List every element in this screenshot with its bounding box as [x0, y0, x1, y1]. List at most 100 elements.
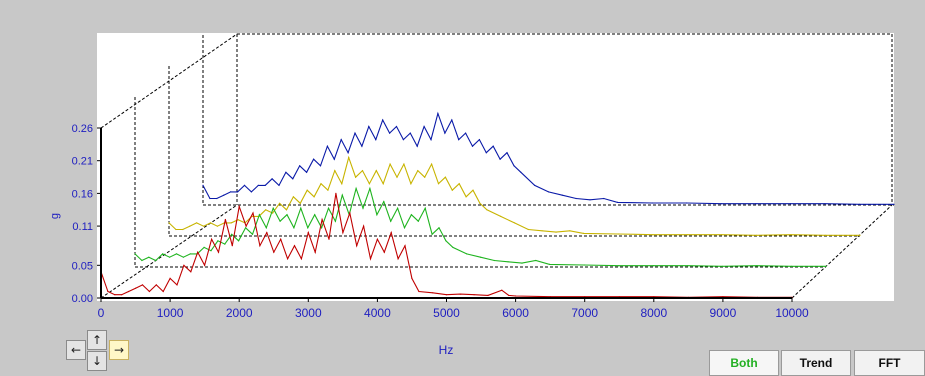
data-point [618, 265, 620, 267]
tab-both[interactable]: Both [709, 350, 779, 376]
data-point [513, 222, 516, 224]
data-point [397, 207, 399, 209]
y-tick-label: 0.11 [72, 221, 93, 233]
data-point [204, 264, 206, 266]
tab-fft[interactable]: FFT [854, 350, 925, 376]
data-point [369, 187, 371, 190]
data-point [368, 183, 370, 185]
data-point [389, 163, 391, 165]
data-point [652, 234, 654, 236]
data-point [485, 152, 487, 154]
data-point [134, 253, 136, 255]
data-point [182, 228, 184, 231]
data-point [307, 232, 309, 234]
data-point [417, 220, 419, 222]
data-point [257, 184, 259, 186]
plot-area [97, 33, 894, 301]
data-point [211, 238, 213, 240]
data-point [465, 132, 467, 134]
data-point [520, 171, 522, 173]
series-line [168, 155, 860, 236]
pan-left-button[interactable]: ← [66, 340, 86, 360]
data-point [189, 225, 191, 227]
data-point [825, 265, 827, 267]
data-point [363, 225, 365, 227]
data-point [306, 171, 308, 173]
data-point [376, 238, 378, 240]
data-point [342, 232, 344, 234]
data-point [155, 284, 157, 286]
data-point [466, 253, 468, 255]
data-point [492, 145, 494, 147]
data-point [285, 209, 288, 211]
data-point [203, 225, 205, 227]
data-point [411, 277, 413, 279]
data-point [686, 234, 688, 236]
data-point [410, 183, 412, 185]
data-point [383, 201, 385, 203]
data-point [452, 246, 454, 248]
data-point [824, 203, 826, 205]
data-point [243, 184, 246, 186]
pan-down-button[interactable]: ↓ [87, 351, 107, 371]
axes: 0 1000 2000 3000 4000 5000 6000 7000 8000 9000 100… [72, 123, 809, 320]
data-point [216, 197, 218, 200]
data-point [603, 197, 605, 200]
data-point [720, 203, 722, 205]
data-point [479, 202, 481, 204]
data-point [417, 170, 419, 172]
data-point [148, 290, 150, 293]
x-tick-label: 1000 [157, 306, 184, 320]
data-point [549, 263, 551, 265]
data-point [430, 139, 432, 141]
data-point [418, 290, 420, 293]
data-point [280, 238, 282, 240]
data-point [432, 292, 434, 294]
data-point [444, 132, 446, 134]
data-point [349, 212, 351, 214]
data-point [451, 119, 453, 121]
data-point [314, 251, 316, 253]
pan-right-button[interactable]: → [109, 340, 129, 360]
x-tick-label: 0 [98, 306, 105, 320]
data-point [396, 176, 398, 178]
data-point [431, 233, 433, 235]
data-point [506, 152, 508, 154]
x-tick-label: 4000 [364, 306, 391, 320]
data-point [583, 264, 585, 266]
pan-up-button[interactable]: ↑ [87, 330, 107, 350]
data-point [389, 132, 391, 134]
data-point [327, 189, 329, 191]
data-point [328, 238, 330, 240]
data-point [423, 125, 425, 128]
y-tick-label: 0.00 [72, 293, 93, 305]
data-point [403, 163, 405, 165]
data-point [354, 132, 356, 134]
data-point [369, 258, 372, 260]
data-point [162, 290, 164, 293]
data-point [223, 194, 225, 196]
data-point [355, 187, 357, 190]
data-point [306, 189, 308, 191]
data-point [272, 212, 274, 214]
data-point [313, 158, 315, 160]
data-point [335, 192, 337, 194]
data-point [279, 202, 281, 204]
data-point [382, 119, 384, 121]
data-point [347, 152, 349, 154]
data-point [245, 225, 247, 227]
data-point [458, 139, 460, 141]
data-point [402, 139, 404, 141]
data-point [444, 176, 446, 178]
x-tick-label: 9000 [710, 306, 737, 320]
tab-trend[interactable]: Trend [781, 350, 851, 376]
data-point [486, 209, 488, 211]
data-point [561, 194, 563, 196]
data-point [569, 230, 571, 232]
data-point [471, 145, 474, 147]
data-point [409, 132, 411, 134]
data-point [375, 170, 377, 172]
data-point [155, 259, 157, 262]
data-point [307, 227, 309, 229]
